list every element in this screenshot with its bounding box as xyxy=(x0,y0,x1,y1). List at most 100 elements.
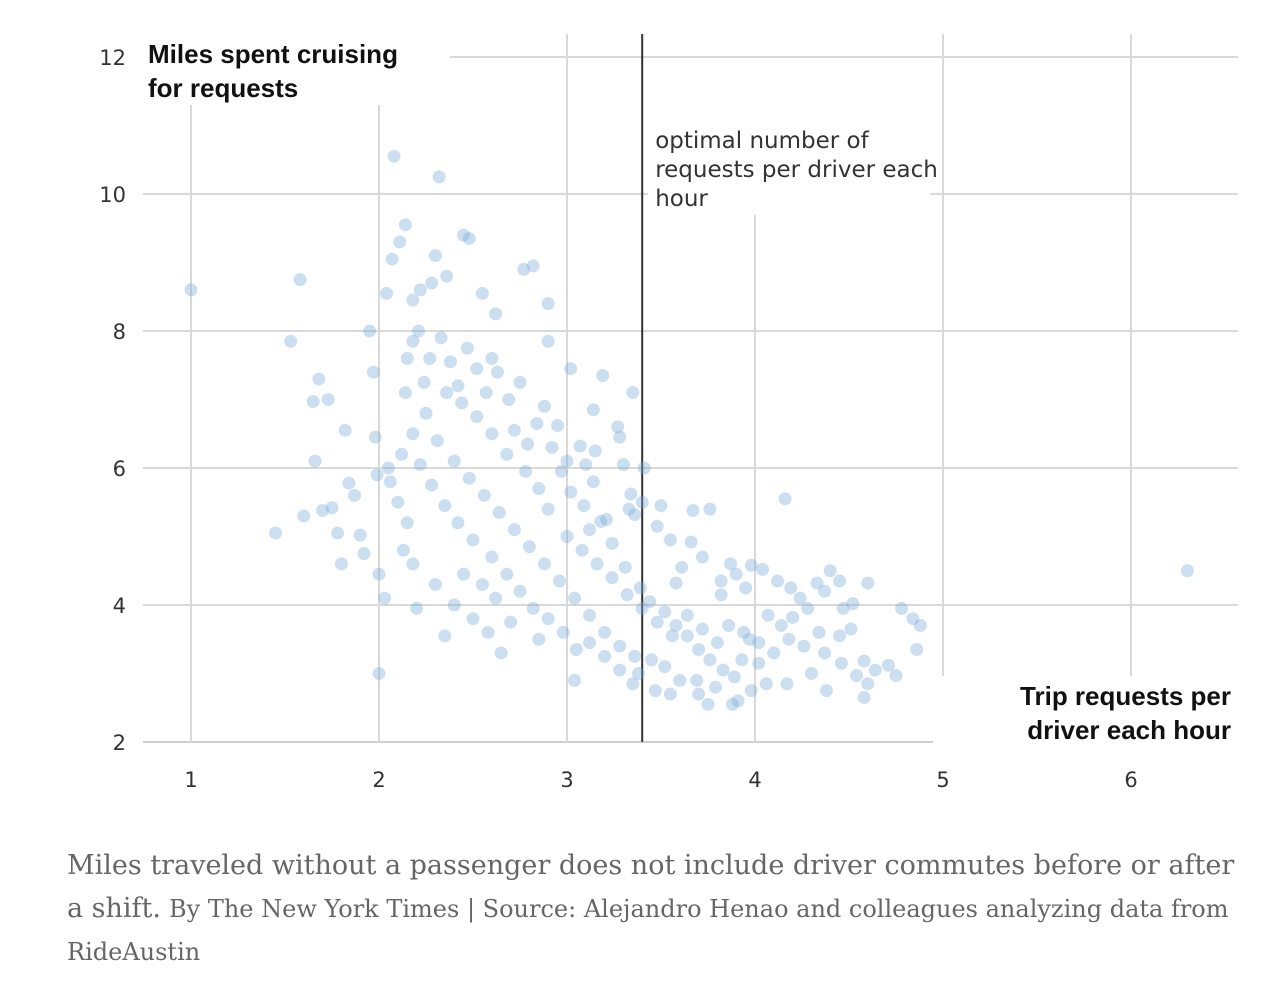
data-point xyxy=(438,629,452,643)
x-tick-label-6: 6 xyxy=(1124,768,1137,792)
data-point xyxy=(541,334,555,348)
data-point xyxy=(818,584,832,598)
data-point xyxy=(485,427,499,441)
x-axis-title-line-0: Trip requests per xyxy=(1020,681,1231,711)
data-point xyxy=(460,341,474,355)
data-point xyxy=(381,461,395,475)
data-point xyxy=(669,619,683,633)
data-point xyxy=(398,386,412,400)
data-point xyxy=(406,334,420,348)
data-point xyxy=(594,514,608,528)
data-point xyxy=(438,499,452,513)
data-point xyxy=(857,690,871,704)
data-point xyxy=(643,595,657,609)
data-point xyxy=(552,574,566,588)
data-point xyxy=(861,677,875,691)
data-point xyxy=(780,677,794,691)
data-point xyxy=(744,684,758,698)
y-axis-title-line-1: for requests xyxy=(148,73,298,103)
data-point xyxy=(673,673,687,687)
data-point xyxy=(818,646,832,660)
x-tick-label-5: 5 xyxy=(936,768,949,792)
data-point xyxy=(910,643,924,657)
data-point xyxy=(507,523,521,537)
data-point xyxy=(722,619,736,633)
data-point xyxy=(611,420,625,434)
data-point xyxy=(494,646,508,660)
x-tick-label-2: 2 xyxy=(372,768,385,792)
y-axis-title-line-0: Miles spent cruising xyxy=(148,39,398,69)
data-point xyxy=(507,423,521,437)
data-point xyxy=(596,369,610,383)
data-point xyxy=(635,495,649,509)
data-point xyxy=(836,601,850,615)
data-point xyxy=(541,502,555,516)
annotation-line-0: optimal number of xyxy=(655,128,869,154)
data-point xyxy=(703,502,717,516)
data-point xyxy=(739,581,753,595)
data-point xyxy=(338,423,352,437)
data-point xyxy=(844,622,858,636)
data-point xyxy=(564,362,578,376)
data-point xyxy=(363,324,377,338)
data-point xyxy=(440,386,454,400)
data-point xyxy=(451,516,465,530)
data-point xyxy=(537,399,551,413)
data-point xyxy=(490,365,504,379)
data-point xyxy=(714,574,728,588)
data-point xyxy=(411,324,425,338)
data-point xyxy=(410,601,424,615)
data-point xyxy=(628,649,642,663)
data-point xyxy=(616,458,630,472)
data-point xyxy=(620,588,634,602)
data-point xyxy=(419,406,433,420)
data-point xyxy=(269,526,283,540)
data-point xyxy=(577,499,591,513)
x-tick-label-1: 1 xyxy=(184,768,197,792)
data-point xyxy=(470,410,484,424)
data-point xyxy=(423,351,437,365)
data-point xyxy=(692,643,706,657)
data-point xyxy=(663,687,677,701)
data-point xyxy=(348,488,362,502)
data-point xyxy=(784,581,798,595)
data-point xyxy=(455,396,469,410)
annotation-line-2: hour xyxy=(655,186,708,212)
data-point xyxy=(727,670,741,684)
data-point xyxy=(184,283,198,297)
data-point xyxy=(428,249,442,263)
data-point xyxy=(457,567,471,581)
data-point xyxy=(633,581,647,595)
data-point xyxy=(756,562,770,576)
data-point xyxy=(325,501,339,515)
data-point xyxy=(526,259,540,273)
data-point xyxy=(457,228,471,242)
data-point xyxy=(398,218,412,232)
data-point xyxy=(428,577,442,591)
data-point xyxy=(443,355,457,369)
data-point xyxy=(545,440,559,454)
data-point xyxy=(846,597,860,611)
data-point xyxy=(372,667,386,680)
data-point xyxy=(569,643,583,657)
scatter-chart: optimal number of requests per driver eac… xyxy=(99,34,1240,792)
data-point xyxy=(663,533,677,547)
data-point xyxy=(637,461,651,475)
data-point xyxy=(669,576,683,590)
data-point xyxy=(590,557,604,571)
point-layer xyxy=(184,149,1194,711)
data-point xyxy=(695,622,709,636)
data-point xyxy=(475,286,489,300)
data-point xyxy=(782,632,796,646)
data-point xyxy=(481,625,495,639)
data-point xyxy=(823,564,837,578)
data-point xyxy=(532,482,546,496)
data-point xyxy=(312,372,326,386)
data-point xyxy=(475,577,489,591)
data-point xyxy=(650,519,664,533)
data-point xyxy=(502,393,516,406)
data-point xyxy=(819,684,833,698)
data-point xyxy=(434,331,448,345)
data-point xyxy=(413,458,427,472)
data-point xyxy=(321,393,335,406)
